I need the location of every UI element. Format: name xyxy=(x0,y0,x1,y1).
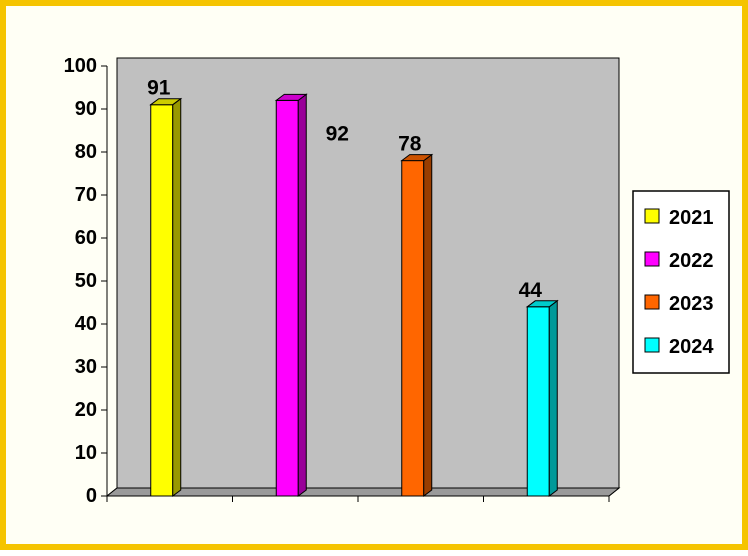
y-tick-label: 0 xyxy=(86,485,97,507)
bar-top xyxy=(400,154,434,162)
bar-2023 xyxy=(400,153,434,497)
legend-label-2021: 2021 xyxy=(669,207,714,229)
bar-front xyxy=(275,99,299,497)
legend-swatch-2024 xyxy=(644,337,660,353)
bar-2022 xyxy=(274,93,308,497)
bar-side xyxy=(548,299,558,497)
legend-swatch-2023 xyxy=(644,294,660,310)
y-tick-label: 60 xyxy=(75,227,97,249)
data-label-2024: 44 xyxy=(519,279,543,302)
legend-swatch-2021 xyxy=(644,208,660,224)
bar-side xyxy=(423,153,433,497)
y-tick-label: 90 xyxy=(75,98,97,120)
data-label-2023: 78 xyxy=(398,133,422,156)
y-tick-label: 50 xyxy=(75,270,97,292)
bar-chart: 0 10 20 30 40 50 60 70 80 90 100 91 92 78 44 2021 2022 20… xyxy=(64,55,730,507)
y-tick-label: 30 xyxy=(75,356,97,378)
y-tick-label: 10 xyxy=(75,442,97,464)
bar-top xyxy=(149,98,183,106)
bar-front xyxy=(150,104,174,497)
legend-label-2022: 2022 xyxy=(669,250,714,272)
y-tick-label: 20 xyxy=(75,399,97,421)
bar-top xyxy=(525,300,559,308)
y-tick-label: 40 xyxy=(75,313,97,335)
bar-side xyxy=(297,93,307,497)
bar-front xyxy=(401,160,425,497)
legend-label-2024: 2024 xyxy=(669,336,714,358)
bar-side xyxy=(172,97,182,497)
data-label-2021: 91 xyxy=(147,77,171,100)
data-label-2022: 92 xyxy=(326,122,349,145)
y-tick-label: 80 xyxy=(75,141,97,163)
legend-swatch-2022 xyxy=(644,251,660,267)
y-tick-label: 100 xyxy=(64,55,97,77)
bar-2021 xyxy=(149,97,183,497)
y-tick-label: 70 xyxy=(75,184,97,206)
bar-2024 xyxy=(525,299,559,497)
legend-label-2023: 2023 xyxy=(669,293,714,315)
bar-front xyxy=(526,306,550,497)
bar-top xyxy=(274,93,308,101)
